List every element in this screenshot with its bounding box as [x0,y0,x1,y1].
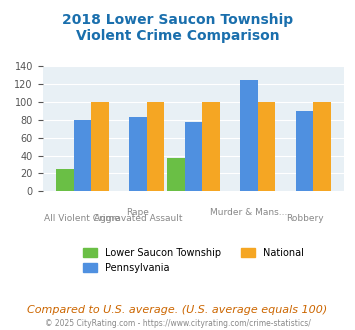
Bar [258,102,275,191]
Text: 2018 Lower Saucon Township
Violent Crime Comparison: 2018 Lower Saucon Township Violent Crime… [62,13,293,44]
Bar [147,102,164,191]
Bar [202,102,220,191]
Bar [91,102,109,191]
Bar [129,117,147,191]
Bar [313,102,331,191]
Text: Murder & Mans...: Murder & Mans... [211,208,288,216]
Text: Robbery: Robbery [286,214,323,223]
Legend: Lower Saucon Township, Pennsylvania, National: Lower Saucon Township, Pennsylvania, Nat… [79,244,308,277]
Text: © 2025 CityRating.com - https://www.cityrating.com/crime-statistics/: © 2025 CityRating.com - https://www.city… [45,319,310,328]
Text: Aggravated Assault: Aggravated Assault [94,214,182,223]
Bar [73,120,91,191]
Text: Rape: Rape [126,208,149,216]
Text: Compared to U.S. average. (U.S. average equals 100): Compared to U.S. average. (U.S. average … [27,305,328,315]
Bar [167,158,185,191]
Bar [296,111,313,191]
Bar [240,80,258,191]
Bar [185,122,202,191]
Bar [56,169,73,191]
Text: All Violent Crime: All Violent Crime [44,214,120,223]
